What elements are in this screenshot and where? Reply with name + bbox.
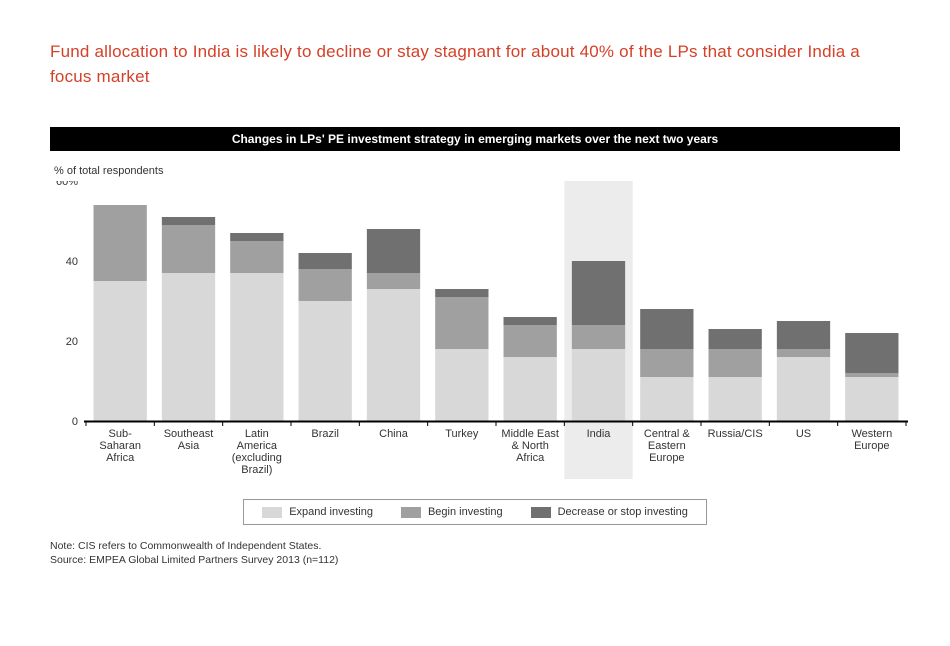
legend-swatch [531, 507, 551, 518]
legend-item-expand: Expand investing [262, 506, 373, 518]
bar-segment-expand [640, 377, 693, 421]
category-label: India [587, 428, 612, 440]
category-label: Sub-SaharanAfrica [99, 428, 141, 464]
category-label: China [379, 428, 409, 440]
bar-segment-expand [162, 273, 215, 421]
y-axis-label: % of total respondents [54, 165, 900, 177]
bar-segment-expand [299, 301, 352, 421]
legend-swatch [262, 507, 282, 518]
bar-segment-begin [777, 349, 830, 357]
legend-label: Decrease or stop investing [558, 506, 688, 518]
y-tick-label: 0 [72, 416, 78, 428]
legend-label: Begin investing [428, 506, 503, 518]
category-label: Middle East& NorthAfrica [501, 428, 558, 464]
bar-segment-expand [777, 357, 830, 421]
legend-item-decrease: Decrease or stop investing [531, 506, 688, 518]
category-label: Turkey [445, 428, 479, 440]
category-label: SoutheastAsia [164, 428, 214, 452]
bar-segment-begin [572, 325, 625, 349]
chart-plot-area: 0 20 40 60% Sub-SaharanAfrica SoutheastAsia La… [50, 181, 900, 487]
stacked-bar-chart: 0 20 40 60% Sub-SaharanAfrica SoutheastAsia La… [50, 181, 916, 487]
bar-segment-begin [709, 349, 762, 377]
chart-legend: Expand investing Begin investing Decrease … [243, 499, 707, 525]
bar-segment-decrease [230, 233, 283, 241]
bar-segment-expand [94, 281, 147, 421]
chart-footnote-1: Note: CIS refers to Commonwealth of Inde… [50, 539, 900, 553]
bar-segment-expand [845, 377, 898, 421]
bar-segment-decrease [435, 289, 488, 297]
y-tick-label: 20 [66, 336, 78, 348]
y-tick-label: 40 [66, 256, 78, 268]
bar-segment-begin [367, 273, 420, 289]
bar-segment-expand [435, 349, 488, 421]
bar-segment-expand [367, 289, 420, 421]
bar-segment-expand [709, 377, 762, 421]
bar-segment-begin [299, 269, 352, 301]
bar-segment-begin [230, 241, 283, 273]
bar-segment-begin [162, 225, 215, 273]
bar-segment-decrease [845, 333, 898, 373]
chart-footnote-2: Source: EMPEA Global Limited Partners Su… [50, 553, 900, 567]
bar-segment-decrease [299, 253, 352, 269]
y-tick-label: 60% [56, 181, 78, 188]
bar-segment-expand [504, 357, 557, 421]
headline-text: Fund allocation to India is likely to de… [50, 40, 900, 89]
category-label: Central &EasternEurope [644, 428, 691, 464]
bar-segment-begin [94, 205, 147, 281]
legend-label: Expand investing [289, 506, 373, 518]
legend-item-begin: Begin investing [401, 506, 503, 518]
category-label: Russia/CIS [708, 428, 763, 440]
category-label: WesternEurope [851, 428, 892, 452]
bar-segment-decrease [640, 309, 693, 349]
legend-swatch [401, 507, 421, 518]
bar-segment-begin [640, 349, 693, 377]
bar-segment-decrease [162, 217, 215, 225]
bar-segment-decrease [709, 329, 762, 349]
chart-title-bar: Changes in LPs' PE investment strategy i… [50, 127, 900, 151]
bar-segment-expand [230, 273, 283, 421]
category-label: US [796, 428, 811, 440]
bar-segment-decrease [572, 261, 625, 325]
bar-segment-decrease [777, 321, 830, 349]
bar-segment-decrease [504, 317, 557, 325]
category-label: Brazil [311, 428, 339, 440]
bar-segment-expand [572, 349, 625, 421]
category-label: LatinAmerica(excludingBrazil) [232, 428, 282, 476]
bar-segment-decrease [367, 229, 420, 273]
bar-segment-begin [435, 297, 488, 349]
bar-segment-begin [845, 373, 898, 377]
bar-segment-begin [504, 325, 557, 357]
